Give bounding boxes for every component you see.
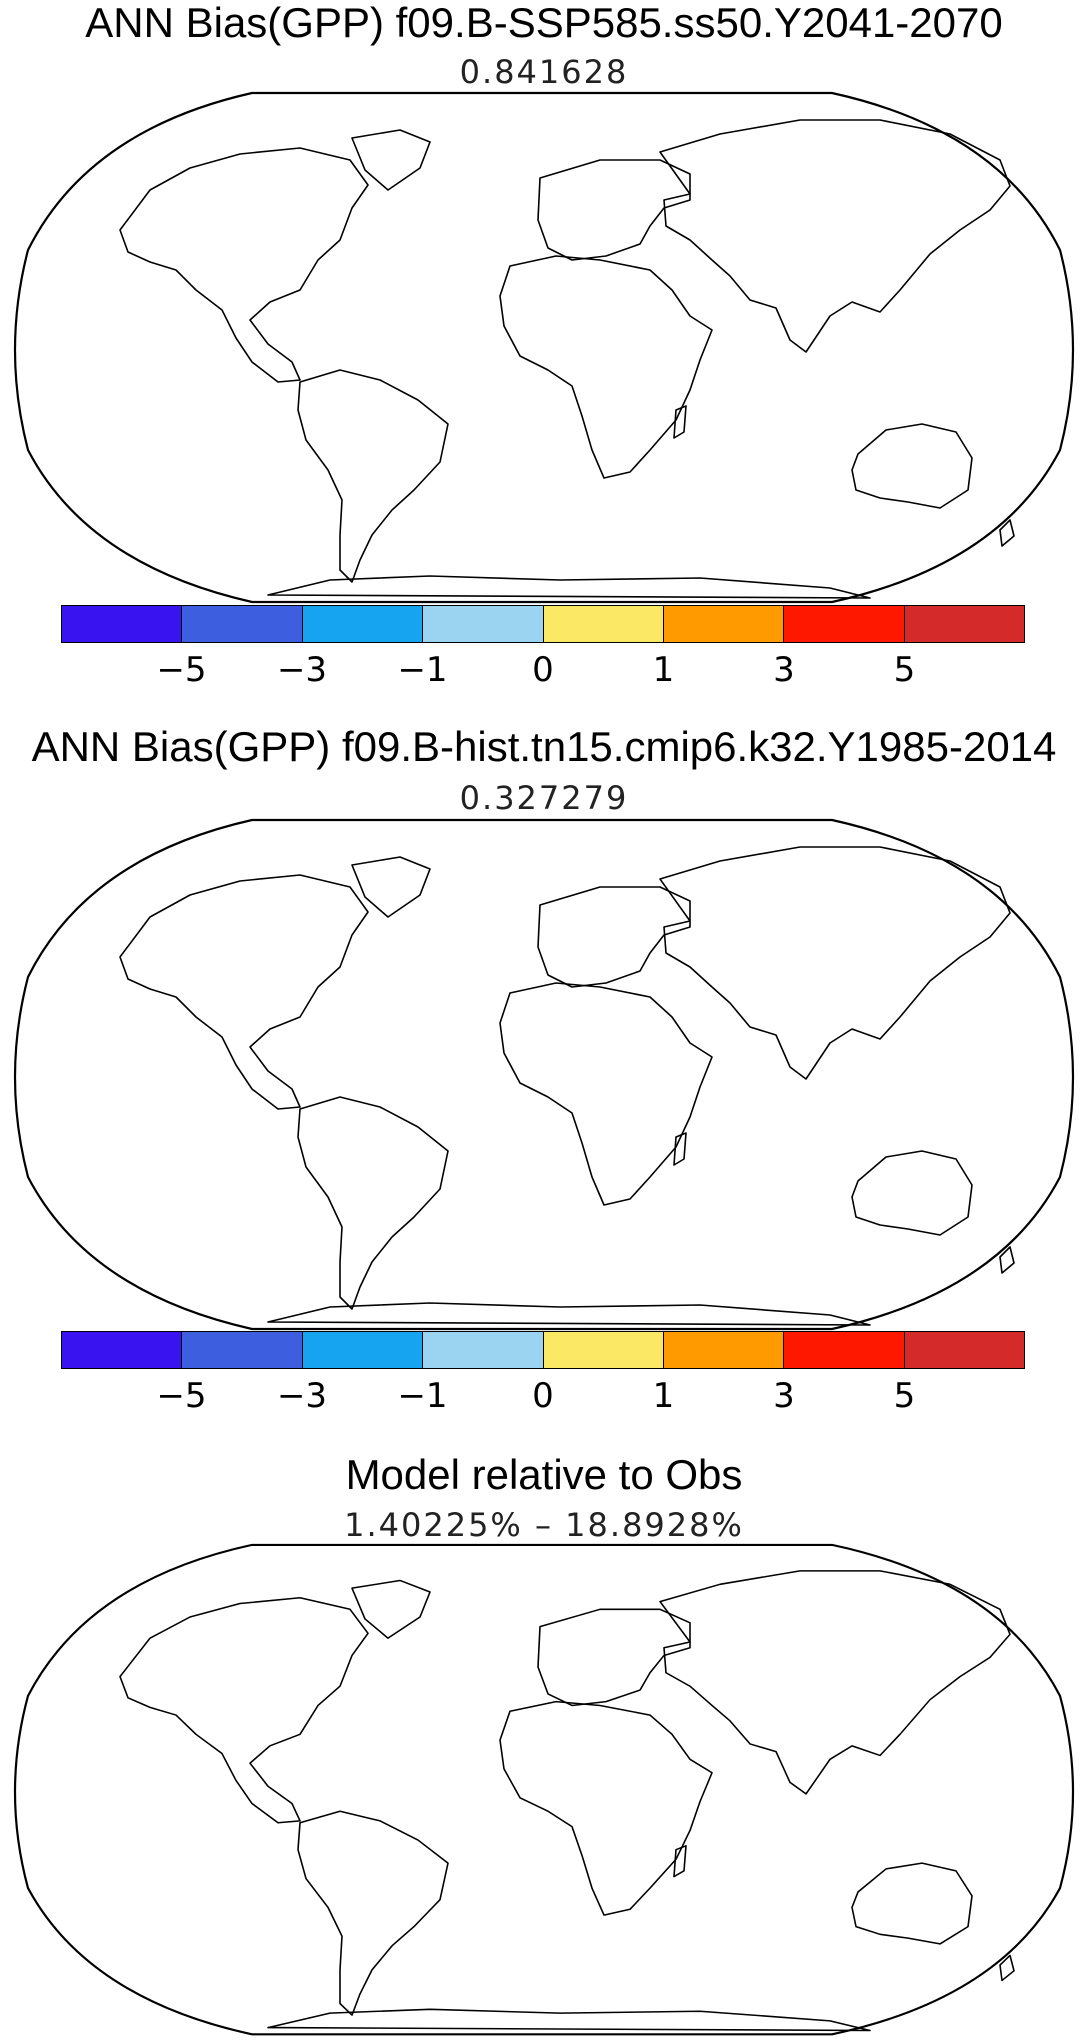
colorbar-tick-label: 3 [773, 1376, 795, 1416]
coastlines [119, 1570, 1015, 2032]
colorbar-cell [302, 1332, 424, 1368]
map-panel-2 [13, 818, 1075, 1331]
coastlines [119, 846, 1015, 1326]
colorbar-tick-label: 0 [532, 650, 554, 690]
colorbar-tick-label: −3 [276, 1376, 328, 1416]
colorbar-tick-label: 1 [652, 1376, 675, 1416]
colorbar-tick-label: 3 [773, 650, 795, 690]
colorbar-cell [302, 606, 424, 642]
colorbar-tick-label: −5 [156, 650, 207, 690]
colorbar-tick-label: 5 [893, 650, 916, 690]
colorbar-cell [62, 606, 183, 642]
colorbar-tick-label: −5 [156, 1376, 207, 1416]
map-frame [13, 818, 1075, 1331]
colorbar-cell [904, 606, 1024, 642]
colorbar-cell [904, 1332, 1024, 1368]
panel-2-subtitle: 0.327279 [459, 779, 629, 817]
colorbar-cell [182, 606, 303, 642]
colorbar-tick-label: 1 [652, 650, 675, 690]
colorbar-cell [182, 1332, 303, 1368]
colorbar-tick-label: −1 [397, 1376, 448, 1416]
colorbar-cell [784, 1332, 905, 1368]
colorbar-2-labels: −5 −3 −1 0 1 3 5 [61, 1376, 1025, 1416]
colorbar-tick-label: 5 [893, 1376, 916, 1416]
map-panel-1 [13, 91, 1075, 604]
colorbar-cell [784, 606, 905, 642]
colorbar-cell [423, 606, 544, 642]
colorbar-cell [62, 1332, 183, 1368]
colorbar-cell [663, 606, 785, 642]
colorbar-2 [61, 1331, 1025, 1369]
map-frame [13, 1543, 1075, 2036]
colorbar-1-labels: −5 −3 −1 0 1 3 5 [61, 650, 1025, 690]
map-panel-3 [13, 1543, 1075, 2036]
panel-2-title: ANN Bias(GPP) f09.B-hist.tn15.cmip6.k32.… [31, 723, 1057, 770]
colorbar-cell [423, 1332, 544, 1368]
colorbar-1 [61, 605, 1025, 643]
colorbar-cell [663, 1332, 785, 1368]
colorbar-cell [543, 1332, 664, 1368]
colorbar-tick-label: −1 [397, 650, 448, 690]
coastlines [119, 119, 1015, 599]
colorbar-cell [543, 606, 664, 642]
panel-1-subtitle: 0.841628 [459, 53, 629, 91]
panel-3-title: Model relative to Obs [345, 1451, 743, 1498]
colorbar-tick-label: −3 [276, 650, 328, 690]
colorbar-tick-label: 0 [532, 1376, 554, 1416]
panel-3-subtitle: 1.40225% – 18.8928% [344, 1506, 744, 1544]
panel-1-title: ANN Bias(GPP) f09.B-SSP585.ss50.Y2041-20… [85, 0, 1003, 46]
map-frame [13, 91, 1075, 604]
